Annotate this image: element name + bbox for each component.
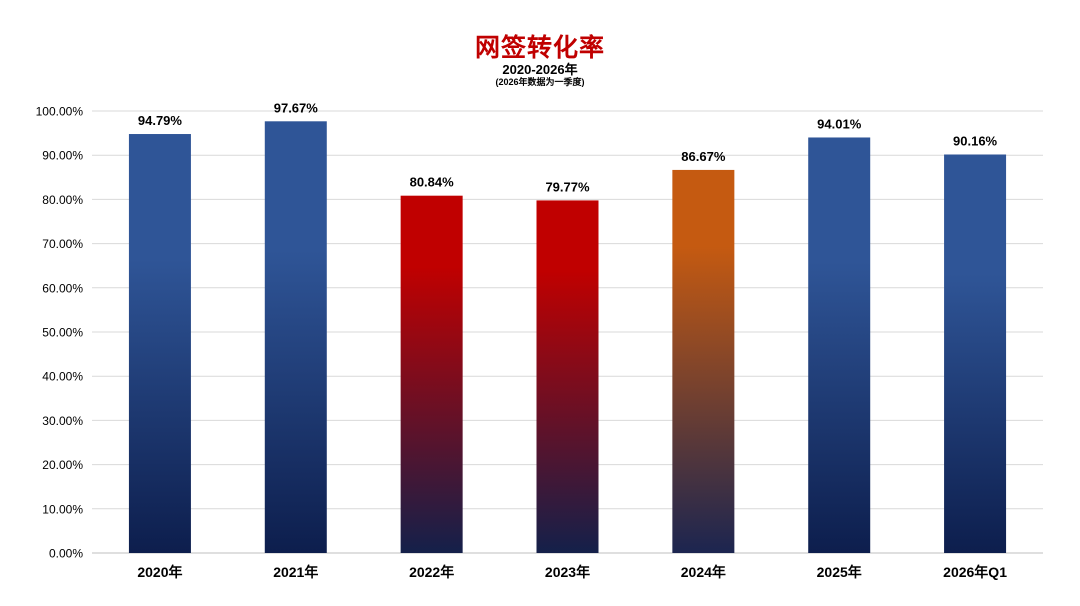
- x-tick-label: 2020年: [137, 564, 182, 580]
- bar: [944, 154, 1007, 553]
- y-tick-label: 60.00%: [42, 281, 83, 295]
- y-tick-label: 40.00%: [42, 370, 83, 384]
- bar: [672, 169, 735, 554]
- data-label: 90.16%: [953, 133, 998, 148]
- value-labels: 94.79% 97.67% 80.84% 79.77% 86.67% 94.01% 90.1…: [138, 100, 998, 194]
- bar: [128, 134, 191, 553]
- data-label: 97.67%: [274, 100, 319, 115]
- chart-title: 网签转化率: [474, 34, 605, 62]
- x-tick-label: 2026年Q1: [943, 564, 1007, 580]
- y-tick-label: 80.00%: [42, 193, 83, 207]
- data-label: 94.79%: [138, 113, 183, 128]
- bar: [536, 200, 599, 553]
- data-label: 79.77%: [545, 179, 590, 194]
- data-label: 86.67%: [681, 149, 726, 164]
- x-tick-label: 2022年: [409, 564, 454, 580]
- bar: [400, 195, 463, 553]
- data-label: 94.01%: [817, 116, 862, 131]
- x-tick-label: 2024年: [681, 564, 726, 580]
- y-tick-label: 30.00%: [42, 414, 83, 428]
- bars: [128, 121, 1007, 554]
- y-tick-label: 0.00%: [49, 547, 83, 561]
- bar: [264, 121, 327, 554]
- y-tick-label: 70.00%: [42, 237, 83, 251]
- x-tick-label: 2021年: [273, 564, 318, 580]
- y-tick-label: 20.00%: [42, 458, 83, 472]
- y-axis-tick-labels: 0.00% 10.00% 20.00% 30.00% 40.00% 50.00% 60.00…: [36, 105, 84, 561]
- y-tick-label: 90.00%: [42, 149, 83, 163]
- y-tick-label: 10.00%: [42, 502, 83, 516]
- bar: [808, 137, 871, 553]
- chart-subtitle: 2020-2026年: [502, 62, 578, 77]
- x-axis-tick-labels: 2020年 2021年 2022年 2023年 2024年 2025年 2026年Q1: [137, 564, 1007, 580]
- x-tick-label: 2023年: [545, 564, 590, 580]
- data-label: 80.84%: [410, 175, 455, 190]
- y-tick-label: 100.00%: [36, 105, 84, 119]
- y-tick-label: 50.00%: [42, 326, 83, 340]
- chart-note: (2026年数据为一季度): [495, 77, 585, 87]
- x-tick-label: 2025年: [817, 564, 862, 580]
